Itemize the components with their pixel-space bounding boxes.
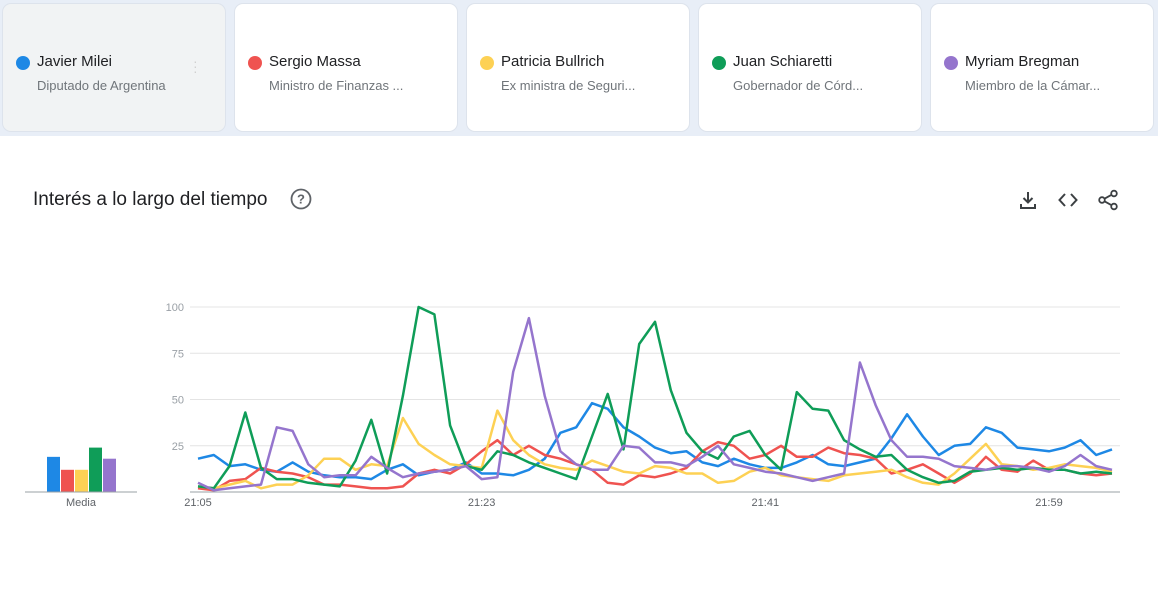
entity-card-sergio-massa[interactable]: Sergio Massa Ministro de Finanzas ... <box>235 4 457 131</box>
series-line-javier-milei <box>197 401 1113 481</box>
help-circle-icon[interactable]: ? <box>290 188 312 210</box>
average-bar-sergio-massa <box>61 469 74 492</box>
series-line-patricia-bullrich <box>197 409 1113 490</box>
share-icon[interactable] <box>1097 189 1119 211</box>
embed-code-icon[interactable] <box>1057 189 1079 211</box>
average-bar-javier-milei <box>47 456 60 492</box>
x-tick-label: 21:05 <box>184 497 212 509</box>
y-tick-label: 75 <box>172 348 184 360</box>
entity-name: Juan Schiaretti <box>733 53 833 70</box>
entity-card-myriam-bregman[interactable]: Myriam Bregman Miembro de la Cámar... <box>931 4 1153 131</box>
average-bar-patricia-bullrich <box>75 469 88 492</box>
entity-name: Myriam Bregman <box>965 53 1080 70</box>
x-tick-label: 21:59 <box>1035 497 1063 509</box>
download-icon[interactable] <box>1017 189 1039 211</box>
entity-card-javier-milei[interactable]: Javier Milei Diputado de Argentina · · · <box>3 4 225 131</box>
x-tick-label: 21:23 <box>468 497 496 509</box>
entity-subtitle: Diputado de Argentina <box>37 78 166 93</box>
entity-name: Sergio Massa <box>269 53 361 70</box>
entity-subtitle: Gobernador de Córd... <box>733 78 864 93</box>
x-tick-label: 21:41 <box>752 497 780 509</box>
average-bar-myriam-bregman <box>103 458 116 492</box>
average-label: Media <box>66 497 97 509</box>
series-color-dot <box>248 56 262 70</box>
interest-over-time-chart: Media 25 50 75 100 21:05 21:23 21:41 21:59 <box>25 302 1120 509</box>
svg-text:?: ? <box>297 192 305 207</box>
entity-card-juan-schiaretti[interactable]: Juan Schiaretti Gobernador de Córd... <box>699 4 921 131</box>
entity-subtitle: Ex ministra de Seguri... <box>501 78 636 93</box>
entity-card-patricia-bullrich[interactable]: Patricia Bullrich Ex ministra de Seguri.… <box>467 4 689 131</box>
series-color-dot <box>16 56 30 70</box>
x-axis-ticks: 21:05 21:23 21:41 21:59 <box>184 497 1062 509</box>
y-tick-label: 100 <box>166 302 184 314</box>
average-bar-juan-schiaretti <box>89 447 102 492</box>
series-line-myriam-bregman <box>197 316 1113 492</box>
series-color-dot <box>480 56 494 70</box>
series-color-dot <box>712 56 726 70</box>
y-tick-label: 25 <box>172 441 184 453</box>
entity-name: Javier Milei <box>37 53 113 70</box>
section-title: Interés a lo largo del tiempo <box>33 189 268 210</box>
y-tick-label: 50 <box>172 395 184 407</box>
entity-subtitle: Ministro de Finanzas ... <box>269 78 404 93</box>
more-vert-icon[interactable]: · · · <box>193 53 198 79</box>
chart-series <box>197 305 1113 492</box>
y-axis-ticks: 25 50 75 100 <box>166 302 184 453</box>
entity-name: Patricia Bullrich <box>501 53 605 70</box>
average-bars <box>47 447 116 492</box>
series-color-dot <box>944 56 958 70</box>
series-line-sergio-massa <box>197 438 1113 492</box>
series-line-juan-schiaretti <box>197 305 1113 490</box>
entity-subtitle: Miembro de la Cámar... <box>965 78 1101 93</box>
